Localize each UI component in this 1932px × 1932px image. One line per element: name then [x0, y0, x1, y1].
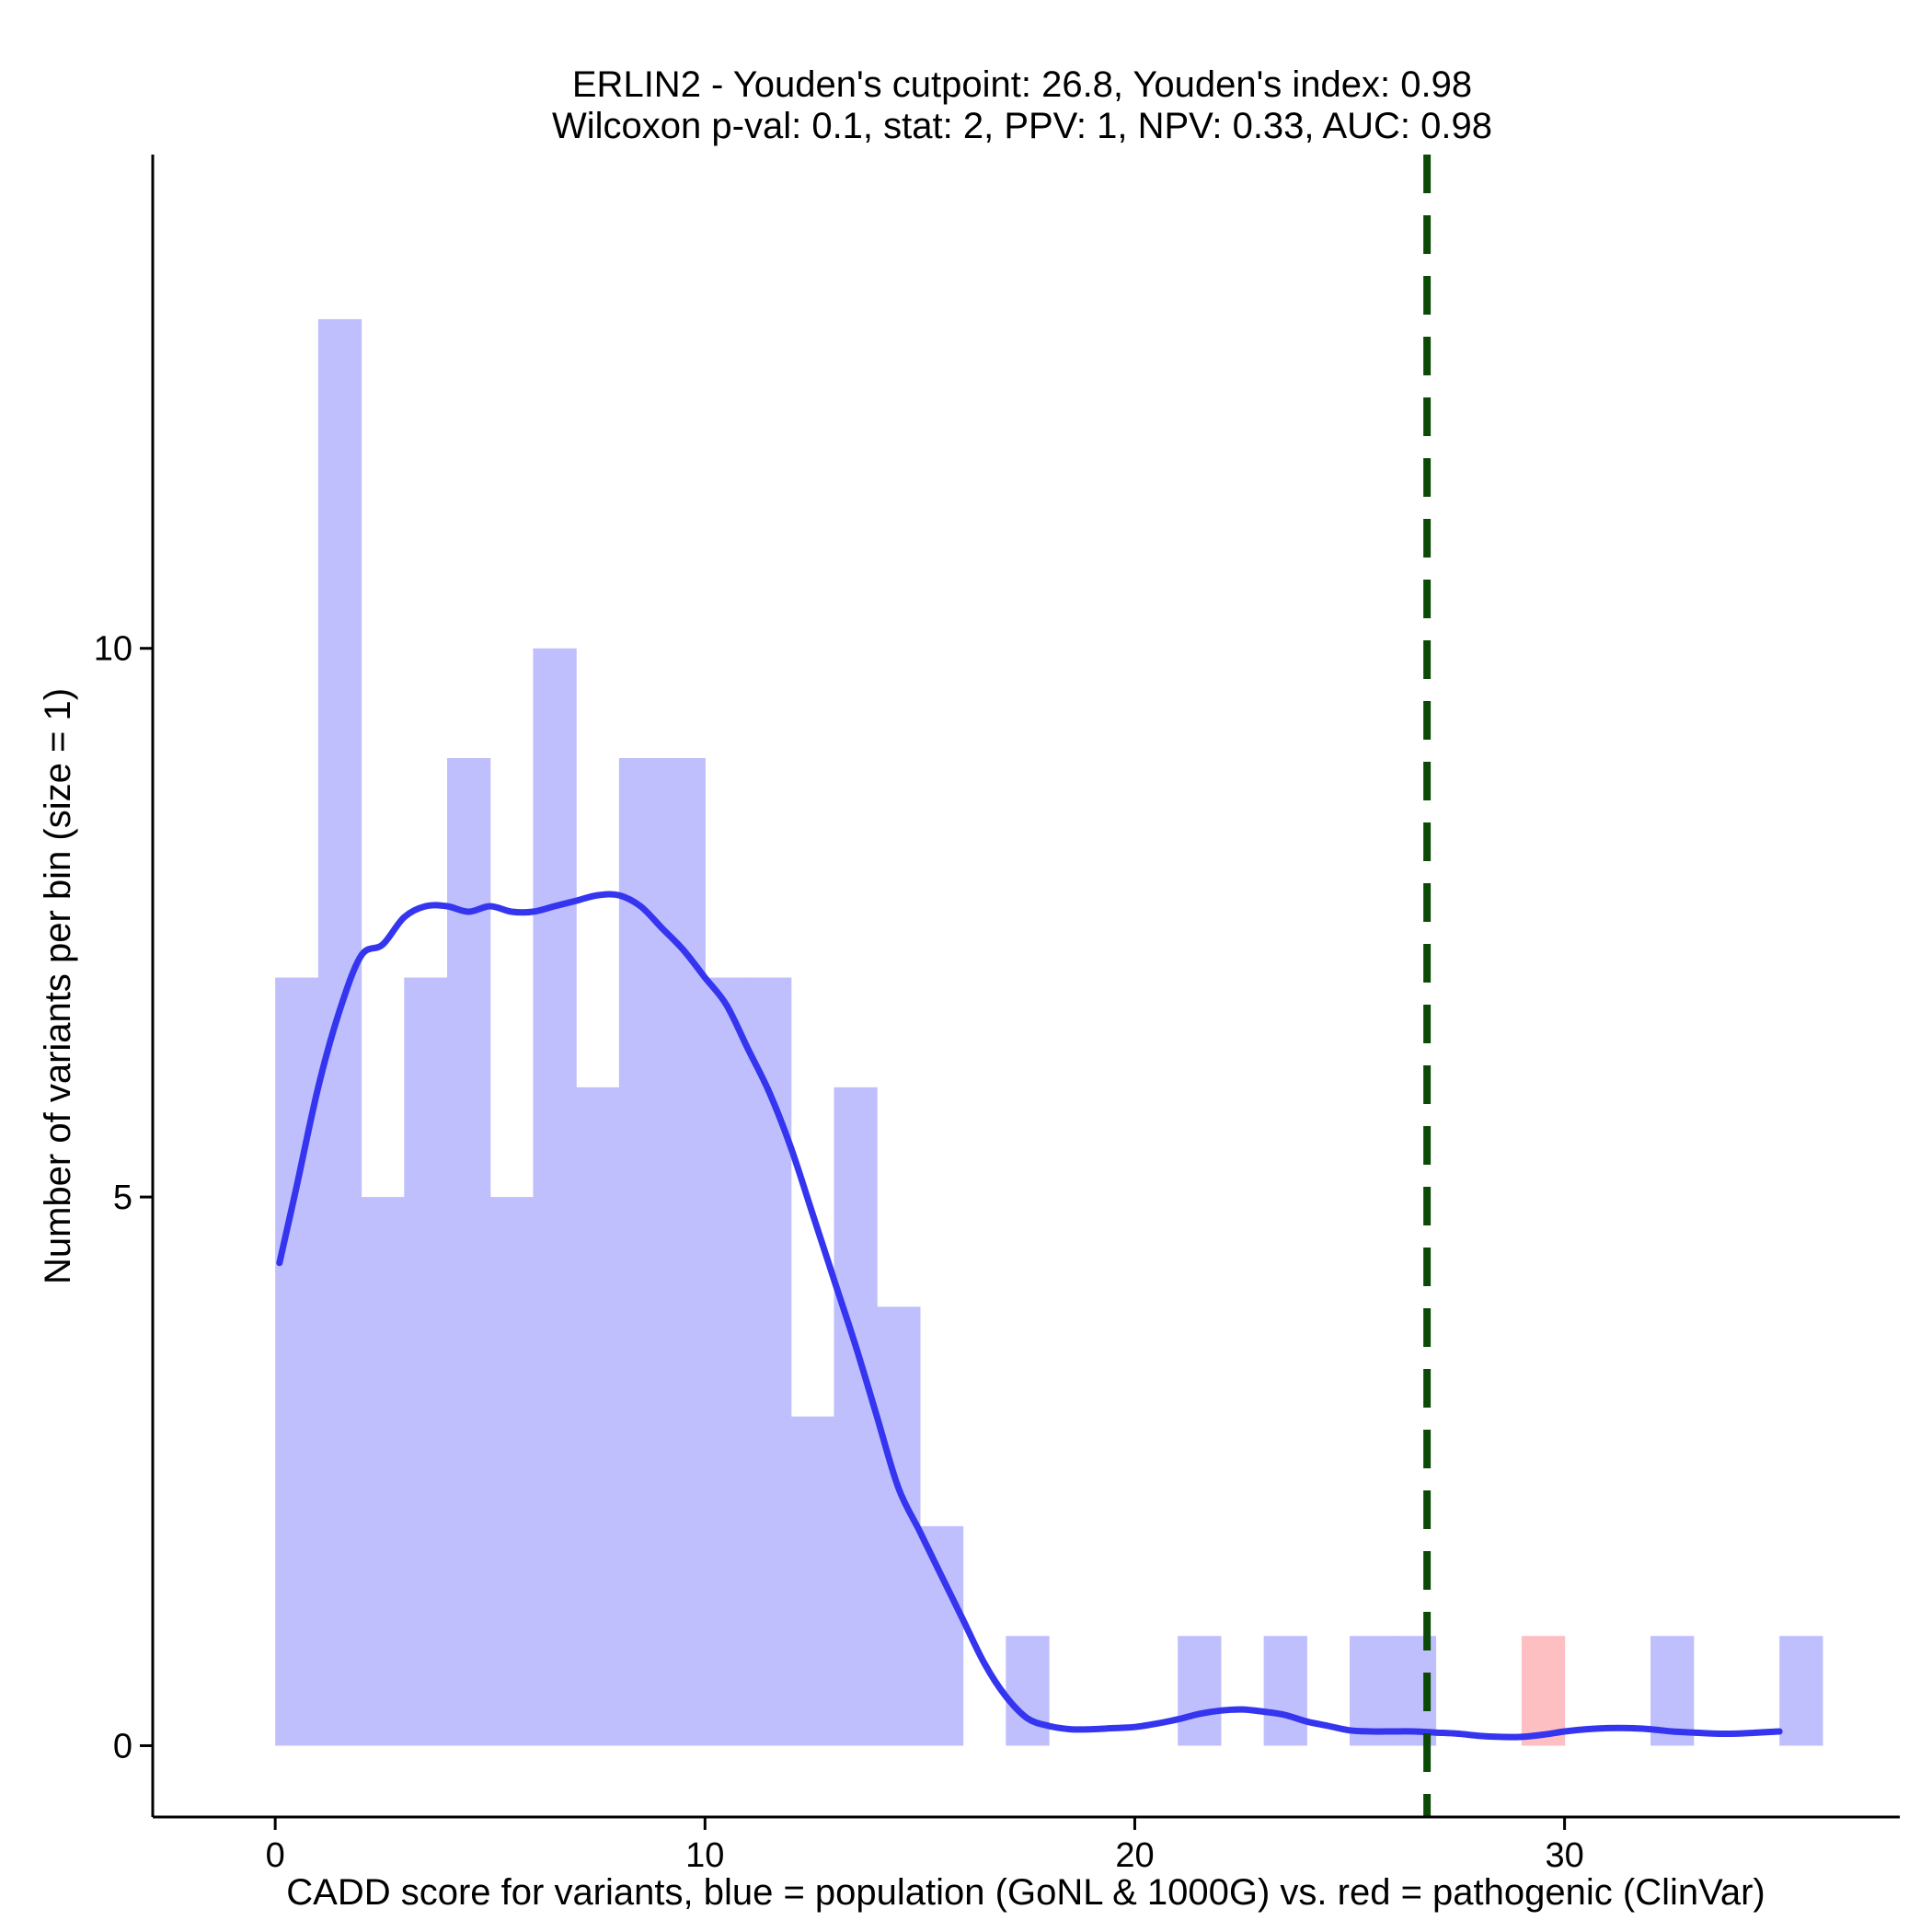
y-tick-label: 5	[113, 1179, 132, 1217]
pathogenic-bars	[1521, 1636, 1566, 1746]
chart-title: ERLIN2 - Youden's cutpoint: 26.8, Youden…	[552, 64, 1492, 146]
title-line-2: Wilcoxon p-val: 0.1, stat: 2, PPV: 1, NP…	[552, 106, 1492, 146]
population-bar-14	[877, 1306, 921, 1746]
population-bar-13	[834, 1087, 878, 1746]
x-axis-title: CADD score for variants, blue = populati…	[286, 1872, 1765, 1913]
population-bar-0	[275, 977, 319, 1746]
population-bars	[275, 318, 1823, 1746]
population-bar-11	[748, 977, 792, 1746]
population-bar-35	[1779, 1636, 1823, 1746]
population-bar-3	[404, 977, 448, 1746]
x-tick-label: 10	[685, 1836, 724, 1875]
population-bar-5	[489, 1197, 535, 1746]
population-bar-12	[790, 1416, 835, 1746]
population-bar-23	[1263, 1636, 1307, 1746]
population-bar-15	[919, 1525, 964, 1746]
population-bar-2	[361, 1197, 405, 1746]
population-bar-4	[447, 758, 491, 1746]
density-curve	[276, 891, 1783, 1741]
population-bar-17	[1006, 1636, 1050, 1746]
population-bar-7	[576, 1087, 620, 1746]
axes	[151, 155, 1900, 1819]
population-bar-21	[1178, 1636, 1222, 1746]
y-tick-label: 10	[94, 630, 132, 669]
title-line-1: ERLIN2 - Youden's cutpoint: 26.8, Youden…	[572, 64, 1472, 105]
x-tick-label: 0	[266, 1836, 285, 1875]
population-bar-25	[1350, 1636, 1394, 1746]
population-bar-9	[661, 758, 706, 1746]
x-axis-ticks: 0 10 20 30	[266, 1817, 1584, 1875]
y-axis-ticks: 0 5 10	[94, 630, 153, 1765]
x-tick-label: 20	[1115, 1836, 1154, 1875]
population-bar-1	[317, 318, 362, 1746]
population-bar-6	[533, 648, 577, 1746]
population-bar-10	[705, 977, 749, 1746]
y-axis-title: Number of variants per bin (size = 1)	[38, 688, 78, 1284]
x-tick-label: 30	[1545, 1836, 1583, 1875]
pathogenic-bar-29	[1521, 1636, 1566, 1746]
y-tick-label: 0	[113, 1727, 132, 1765]
